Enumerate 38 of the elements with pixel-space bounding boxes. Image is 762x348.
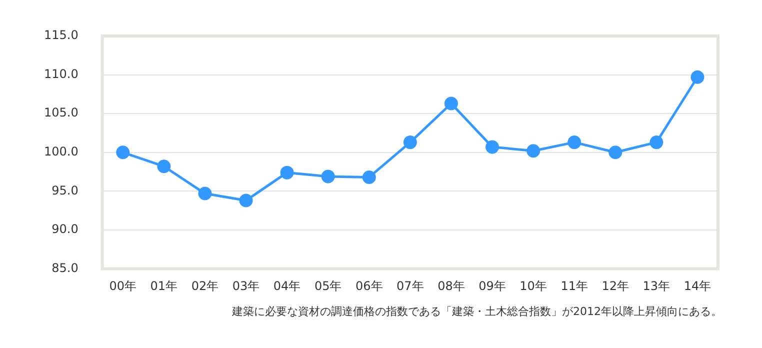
y-tick-label: 115.0 <box>44 28 78 42</box>
point <box>486 140 500 154</box>
x-tick-label: 11年 <box>560 279 588 294</box>
x-tick-label: 09年 <box>478 279 506 294</box>
x-tick-label: 05年 <box>314 279 342 294</box>
text: 建築に必要な資材の調達価格の指数である「建築・土木総合指数」が2012年以降上昇傾向にある。 <box>232 304 722 319</box>
y-tick-label: 85.0 <box>52 260 78 275</box>
point <box>321 170 335 184</box>
x-tick-label: 02年 <box>191 279 219 294</box>
point <box>608 146 622 160</box>
y-tick-label: 105.0 <box>44 106 78 120</box>
point <box>690 70 704 84</box>
x-tick-label: 10年 <box>520 279 547 294</box>
point <box>157 160 171 174</box>
y-tick-label: 95.0 <box>52 183 78 198</box>
point <box>568 136 582 150</box>
x-tick-label: 04年 <box>273 279 301 294</box>
y-tick-label: 90.0 <box>52 222 78 236</box>
point <box>526 144 540 158</box>
y-tick-label: 100.0 <box>44 144 78 159</box>
x-tick-label: 14年 <box>684 279 712 294</box>
point <box>198 186 212 200</box>
x-tick-label: 08年 <box>438 279 465 294</box>
x-tick-label: 03年 <box>232 279 260 294</box>
point <box>116 146 130 160</box>
x-tick-label: 12年 <box>602 279 630 294</box>
point <box>650 136 664 150</box>
point <box>403 136 417 150</box>
x-tick-label: 06年 <box>355 279 383 294</box>
x-tick-label: 00年 <box>109 279 137 294</box>
point <box>444 96 458 110</box>
x-tick-label: 07年 <box>396 279 424 294</box>
point <box>280 166 294 180</box>
point <box>362 170 376 184</box>
x-tick-label: 01年 <box>150 279 178 294</box>
x-tick-label: 13年 <box>642 279 670 294</box>
point <box>239 194 253 208</box>
y-tick-label: 110.0 <box>44 66 78 81</box>
